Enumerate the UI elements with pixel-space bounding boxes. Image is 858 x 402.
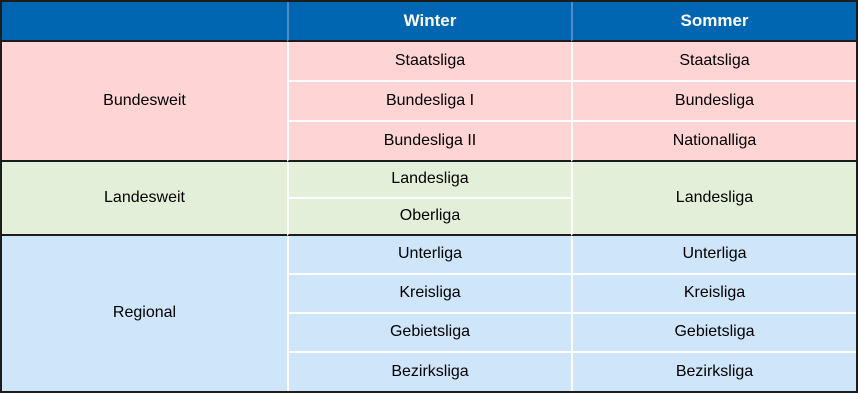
cell-winter-bundesliga-1: Bundesliga I xyxy=(287,82,571,122)
cell-sommer-nationalliga: Nationalliga xyxy=(571,122,856,162)
cell-sommer-landesliga-merged: Landesliga xyxy=(571,162,856,236)
cell-winter-bezirksliga: Bezirksliga xyxy=(287,353,571,391)
cell-sommer-bundesliga: Bundesliga xyxy=(571,82,856,122)
header-row: Winter Sommer xyxy=(2,2,856,42)
cell-winter-bundesliga-2: Bundesliga II xyxy=(287,122,571,162)
cell-winter-unterliga: Unterliga xyxy=(287,236,571,275)
section-label-bundesweit: Bundesweit xyxy=(2,42,287,162)
row-regional-3: Gebietsliga Gebietsliga xyxy=(2,314,856,353)
row-bundesweit-2: Bundesliga I Bundesliga xyxy=(2,82,856,122)
header-cell-winter: Winter xyxy=(287,2,571,42)
header-cell-region xyxy=(2,2,287,42)
cell-sommer-unterliga: Unterliga xyxy=(571,236,856,275)
row-bundesweit-1: Bundesweit Staatsliga Staatsliga xyxy=(2,42,856,162)
row-bundesweit-3: Bundesliga II Nationalliga xyxy=(2,122,856,162)
cell-winter-staatsliga: Staatsliga xyxy=(287,42,571,82)
section-label-regional: Regional xyxy=(2,236,287,391)
cell-sommer-gebietsliga: Gebietsliga xyxy=(571,314,856,353)
cell-sommer-staatsliga: Staatsliga xyxy=(571,42,856,82)
row-landesweit-1: Landesweit Landesliga Landesliga xyxy=(2,162,856,236)
header-cell-sommer: Sommer xyxy=(571,2,856,42)
league-table: Winter Sommer Bundesweit Staatsliga Staa… xyxy=(0,0,858,393)
cell-winter-landesliga: Landesliga xyxy=(287,162,571,199)
cell-sommer-bezirksliga: Bezirksliga xyxy=(571,353,856,391)
cell-winter-gebietsliga: Gebietsliga xyxy=(287,314,571,353)
cell-winter-oberliga: Oberliga xyxy=(287,199,571,236)
cell-winter-kreisliga: Kreisliga xyxy=(287,275,571,314)
cell-sommer-kreisliga: Kreisliga xyxy=(571,275,856,314)
row-landesweit-2: Oberliga xyxy=(2,199,856,236)
section-label-landesweit: Landesweit xyxy=(2,162,287,236)
row-regional-4: Bezirksliga Bezirksliga xyxy=(2,353,856,391)
row-regional-2: Kreisliga Kreisliga xyxy=(2,275,856,314)
row-regional-1: Regional Unterliga Unterliga xyxy=(2,236,856,391)
